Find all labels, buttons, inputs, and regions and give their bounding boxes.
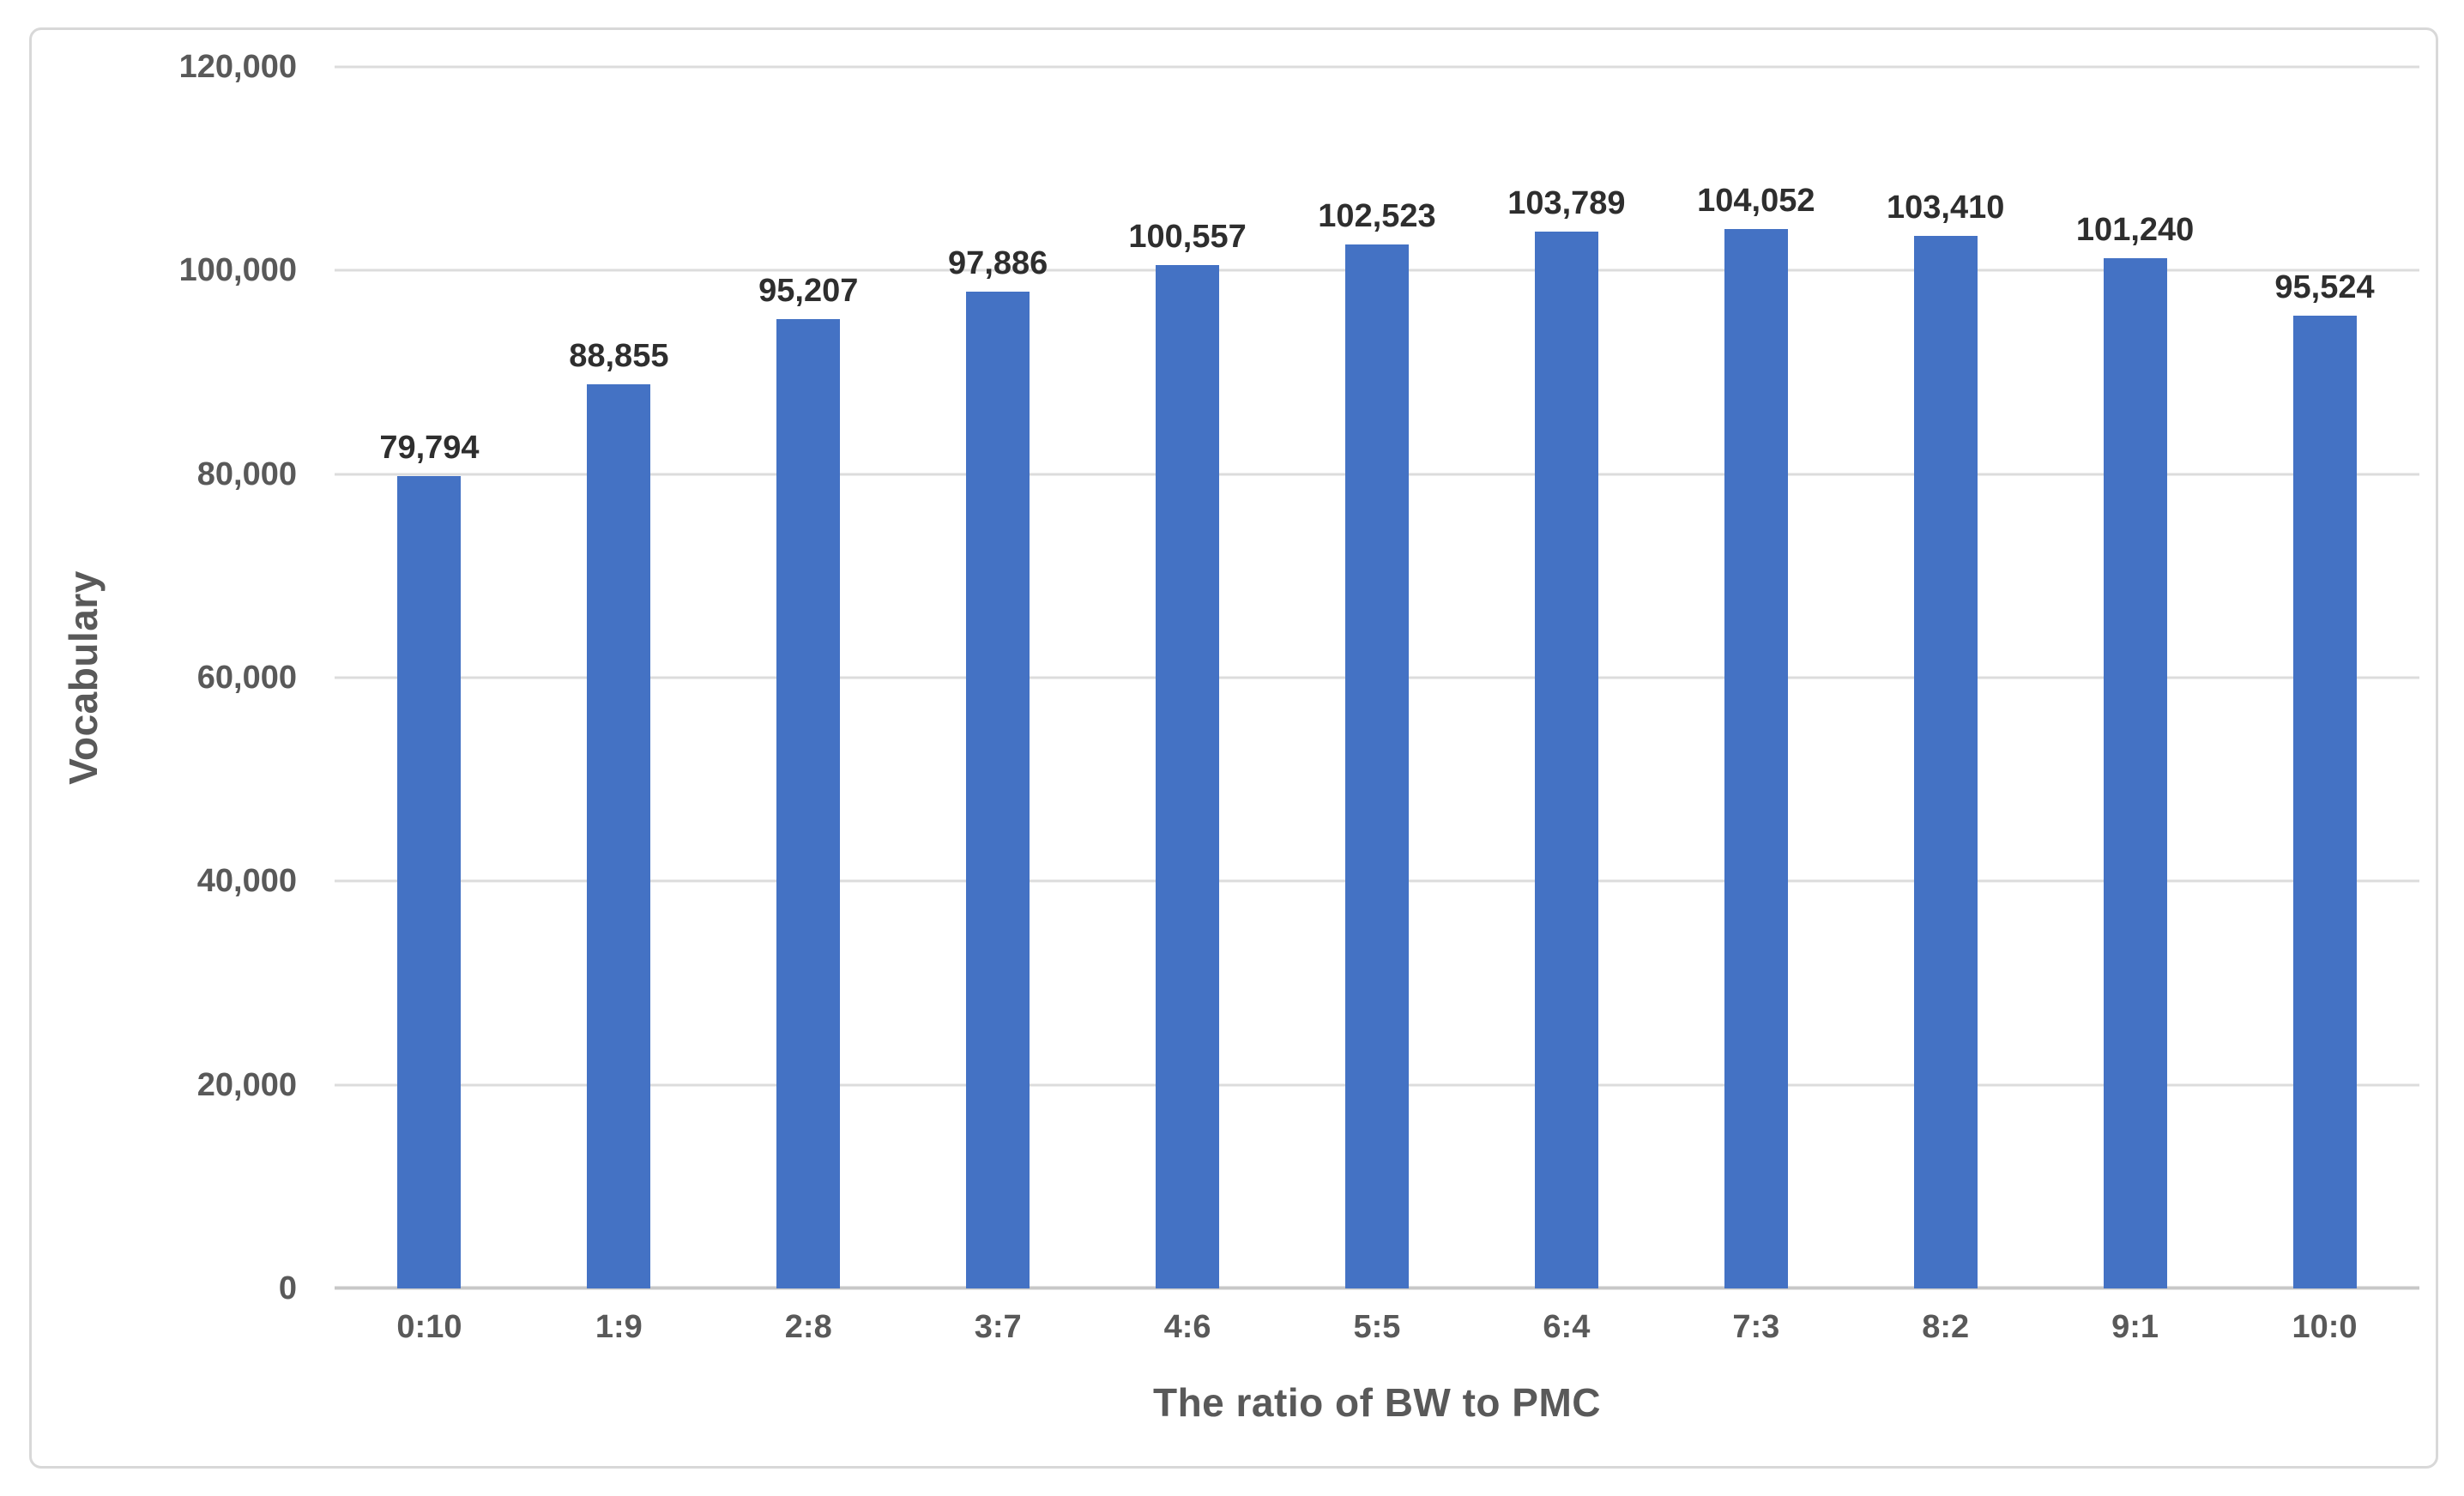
x-tick-label: 0:10 [396, 1309, 462, 1345]
bar-slot: 95,207 [714, 67, 903, 1288]
x-tick-label: 6:4 [1543, 1309, 1591, 1345]
bar-data-label: 103,789 [1507, 185, 1626, 222]
y-tick-label: 0 [278, 1270, 297, 1306]
x-tick-label: 4:6 [1163, 1309, 1211, 1345]
x-tick-label: 2:8 [784, 1309, 832, 1345]
bar [966, 292, 1030, 1288]
bar-data-label: 95,207 [758, 273, 859, 310]
bar [587, 383, 651, 1288]
bar-data-label: 95,524 [2274, 269, 2375, 306]
y-tick-label: 60,000 [196, 660, 297, 696]
bar-slot: 103,789 [1471, 67, 1661, 1288]
bar-data-label: 79,794 [379, 430, 480, 467]
bar-data-label: 100,557 [1128, 218, 1247, 255]
x-tick-label: 9:1 [2111, 1309, 2159, 1345]
y-tick-label: 40,000 [196, 863, 297, 900]
y-tick-label: 100,000 [178, 252, 297, 289]
bar-slot: 101,240 [2040, 67, 2230, 1288]
bar-slot: 95,524 [2230, 67, 2419, 1288]
x-tick-label: 1:9 [595, 1309, 643, 1345]
y-axis-tick-labels: 0 20,000 40,000 60,000 80,000 100,000 120,000 [86, 51, 297, 1305]
bar [1724, 229, 1788, 1288]
bar [776, 319, 841, 1288]
x-tick-label: 5:5 [1353, 1309, 1401, 1345]
bar-slot: 104,052 [1661, 67, 1851, 1288]
bar-slot: 97,886 [903, 67, 1093, 1288]
bar-slot: 88,855 [524, 67, 714, 1288]
y-tick-label: 120,000 [178, 49, 297, 85]
bar [1913, 235, 1978, 1288]
bar-data-label: 101,240 [2075, 211, 2195, 248]
bar [1344, 244, 1409, 1288]
bar-slot: 100,557 [1093, 67, 1283, 1288]
bar [397, 476, 462, 1288]
x-tick-label: 8:2 [1922, 1309, 1970, 1345]
x-tick-label: 3:7 [974, 1309, 1022, 1345]
plot-area: 79,794 88,855 95,207 97,886 100,557 102,523 10… [335, 65, 2419, 1290]
y-tick-label: 20,000 [196, 1066, 297, 1103]
gridline [335, 65, 2419, 69]
bar-slot: 103,410 [1851, 67, 2040, 1288]
bar-data-label: 104,052 [1697, 183, 1815, 220]
x-tick-label: 10:0 [2292, 1309, 2358, 1345]
x-axis-tick-labels: 0:10 1:9 2:8 3:7 4:6 5:5 6:4 7:3 8:2 9:1 10:0 [335, 1311, 2419, 1343]
bar [2103, 257, 2167, 1288]
bar [1156, 264, 1220, 1288]
bar-slot: 79,794 [335, 67, 524, 1288]
bar-data-label: 88,855 [569, 337, 669, 374]
bar-slot: 102,523 [1283, 67, 1472, 1288]
x-tick-label: 7:3 [1732, 1309, 1780, 1345]
x-axis-title: The ratio of BW to PMC [1152, 1380, 1602, 1425]
bar-data-label: 97,886 [948, 245, 1048, 282]
bar [2292, 316, 2357, 1288]
bar [1534, 232, 1598, 1288]
bar-data-label: 102,523 [1318, 198, 1436, 235]
y-tick-label: 80,000 [196, 455, 297, 492]
bar-series: 79,794 88,855 95,207 97,886 100,557 102,523 10… [335, 67, 2419, 1288]
bar-data-label: 103,410 [1887, 189, 2005, 226]
